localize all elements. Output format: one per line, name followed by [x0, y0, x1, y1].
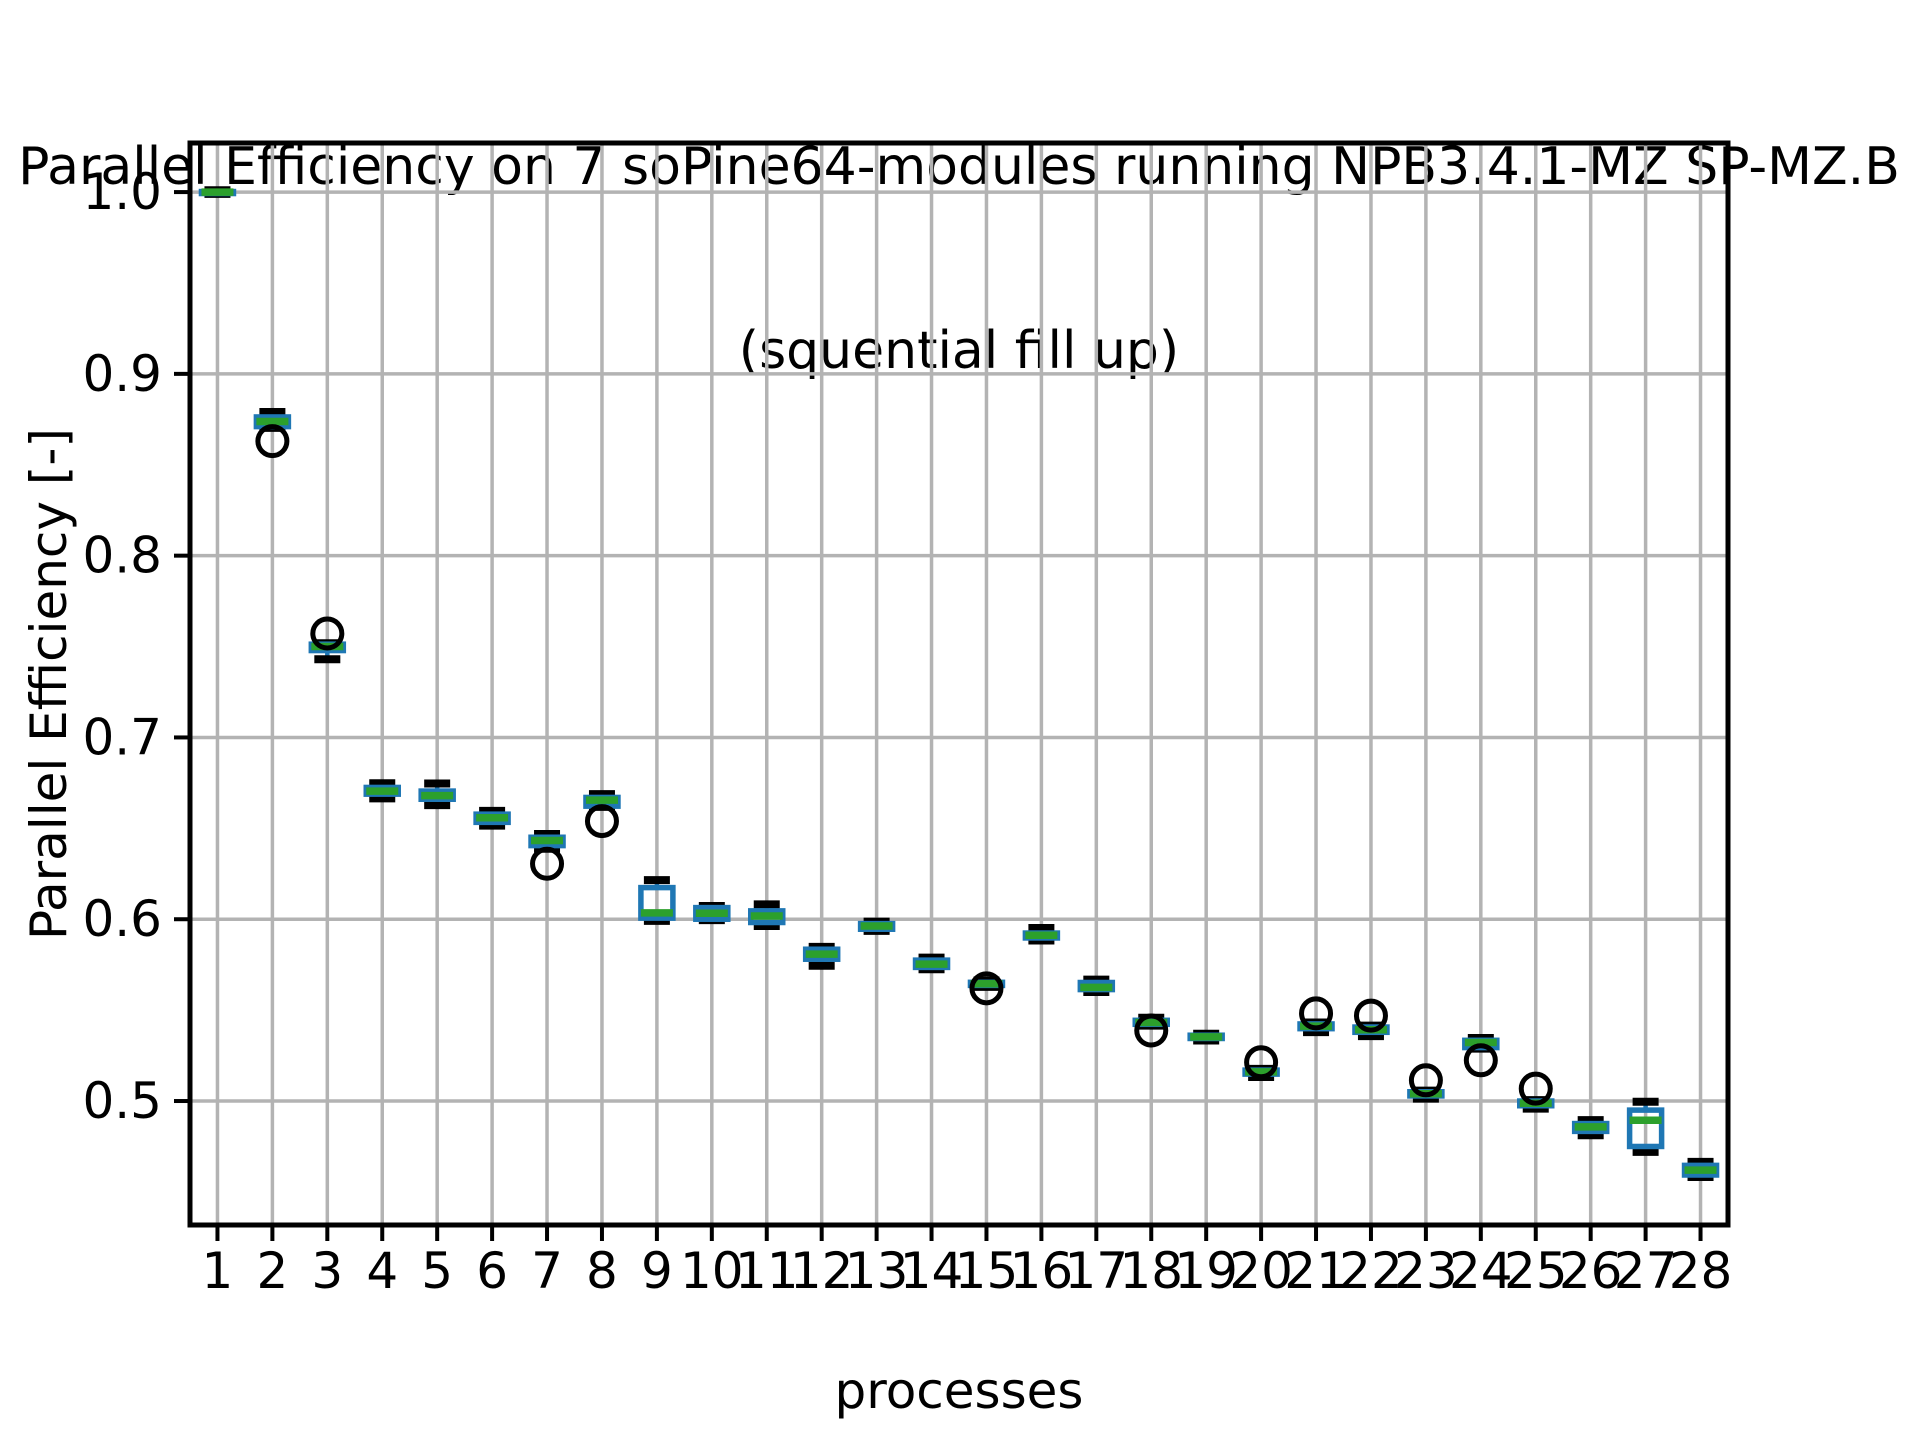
chart-title: Parallel Efficiency on 7 soPine64-module…	[0, 14, 1918, 505]
box-group-28	[1681, 1157, 1720, 1182]
outlier-marker	[1408, 1063, 1443, 1098]
y-tick-label: 1.0	[82, 163, 162, 221]
box-group-14	[912, 953, 951, 974]
box-group-18	[1132, 1013, 1170, 1048]
x-tick-label: 24	[1449, 1242, 1513, 1300]
y-tick-label: 0.5	[82, 1072, 162, 1130]
x-tick-label: 12	[790, 1242, 854, 1300]
box-group-1	[198, 186, 237, 198]
outlier-marker	[1299, 996, 1334, 1031]
x-tick-label: 6	[476, 1242, 508, 1300]
x-tick-label: 27	[1614, 1242, 1678, 1300]
outlier-marker	[1353, 998, 1388, 1033]
x-tick-label: 22	[1339, 1242, 1403, 1300]
box-group-10	[693, 901, 731, 925]
box-group-15	[967, 971, 1006, 1006]
outlier-marker	[1244, 1045, 1279, 1080]
axis-layer: 1.00.90.80.70.60.51 2 3 4 5 6 7 8 9 1011121314151…	[82, 140, 1733, 1300]
x-tick-label: 7	[531, 1242, 563, 1300]
x-tick-label: 18	[1119, 1242, 1183, 1300]
box-group-6	[473, 806, 511, 830]
x-tick-label: 23	[1394, 1242, 1458, 1300]
x-tick-label: 25	[1504, 1242, 1568, 1300]
box-group-27	[1626, 1097, 1665, 1156]
x-tick-label: 28	[1669, 1242, 1733, 1300]
box-group-12	[802, 942, 841, 970]
box-group-20	[1242, 1045, 1280, 1082]
box-group-19	[1187, 1029, 1225, 1045]
box-layer	[198, 186, 1720, 1182]
chart-title-line2: (squential fill up)	[738, 320, 1180, 381]
box-group-4	[363, 779, 401, 803]
y-tick-label: 0.7	[82, 708, 162, 766]
box-group-17	[1077, 975, 1116, 996]
grid-layer	[190, 143, 1728, 1225]
x-tick-label: 14	[900, 1242, 964, 1300]
y-tick-label: 0.9	[82, 345, 162, 403]
outlier-marker	[530, 846, 565, 881]
x-tick-label: 3	[311, 1242, 343, 1300]
x-tick-label: 10	[680, 1242, 744, 1300]
x-tick-label: 20	[1229, 1242, 1293, 1300]
x-tick-label: 2	[256, 1242, 288, 1300]
x-tick-label: 11	[735, 1242, 799, 1300]
box-group-9	[638, 876, 676, 925]
y-axis-label: Parallel Efficiency [-]	[20, 428, 78, 940]
x-tick-label: 4	[366, 1242, 398, 1300]
outlier-marker	[969, 971, 1004, 1006]
box-group-7	[528, 829, 566, 881]
outlier-marker	[1463, 1043, 1498, 1078]
plot-border	[187, 140, 1731, 1228]
box-group-24	[1462, 1033, 1500, 1078]
box-group-23	[1407, 1063, 1445, 1103]
x-tick-label: 19	[1174, 1242, 1238, 1300]
box-group-13	[857, 917, 896, 935]
x-tick-label: 15	[955, 1242, 1019, 1300]
box-group-25	[1517, 1071, 1555, 1113]
x-axis-label: processes	[835, 1362, 1084, 1420]
outlier-marker	[1518, 1071, 1553, 1106]
outlier-marker	[584, 804, 619, 839]
outlier-marker	[310, 616, 345, 651]
x-tick-label: 5	[421, 1242, 453, 1300]
box-group-21	[1297, 996, 1335, 1037]
chart-title-line1: Parallel Efficiency on 7 soPine64-module…	[18, 136, 1900, 197]
outlier-marker	[255, 424, 290, 459]
x-tick-label: 21	[1284, 1242, 1348, 1300]
outlier-marker	[1134, 1013, 1169, 1048]
y-tick-label: 0.6	[82, 890, 162, 948]
iqr-box	[1626, 1107, 1665, 1150]
x-tick-label: 8	[586, 1242, 618, 1300]
box-group-5	[418, 779, 456, 810]
x-tick-label: 1	[202, 1242, 234, 1300]
box-group-22	[1352, 998, 1390, 1041]
box-group-8	[583, 790, 621, 839]
x-tick-label: 26	[1559, 1242, 1623, 1300]
x-tick-label: 9	[641, 1242, 673, 1300]
box-group-16	[1022, 923, 1061, 945]
box-group-3	[308, 616, 347, 664]
box-group-26	[1571, 1116, 1610, 1140]
box-group-2	[253, 408, 292, 459]
iqr-box	[638, 884, 676, 921]
y-tick-label: 0.8	[82, 527, 162, 585]
x-tick-label: 17	[1065, 1242, 1129, 1300]
x-tick-label: 13	[845, 1242, 909, 1300]
box-group-11	[748, 900, 786, 930]
x-tick-label: 16	[1010, 1242, 1074, 1300]
